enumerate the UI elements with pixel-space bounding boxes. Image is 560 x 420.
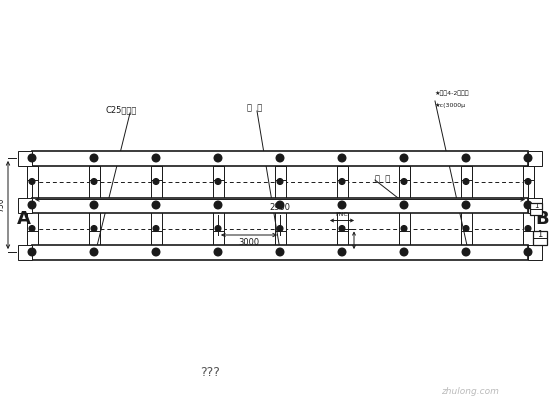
Bar: [528, 150, 542, 165]
Bar: [528, 197, 542, 213]
Circle shape: [462, 201, 470, 209]
Circle shape: [29, 226, 35, 231]
Circle shape: [153, 178, 159, 184]
Bar: [18, 197, 32, 213]
Circle shape: [29, 178, 35, 184]
Bar: [274, 165, 286, 244]
Bar: [32, 150, 528, 165]
Bar: [212, 165, 223, 179]
Circle shape: [91, 226, 97, 231]
Circle shape: [525, 226, 531, 231]
Text: 锁  索: 锁 索: [375, 174, 390, 183]
Bar: [88, 165, 100, 244]
Bar: [212, 165, 223, 244]
Text: B: B: [535, 210, 549, 228]
Bar: [460, 165, 472, 244]
Bar: [399, 165, 409, 179]
Circle shape: [276, 201, 284, 209]
Circle shape: [463, 178, 469, 184]
Circle shape: [214, 248, 222, 256]
Bar: [337, 231, 348, 244]
Circle shape: [276, 248, 284, 256]
Bar: [274, 165, 286, 179]
Circle shape: [276, 154, 284, 162]
Text: 锁  杆: 锁 杆: [247, 103, 262, 113]
Bar: [32, 197, 528, 213]
Text: 1: 1: [538, 230, 543, 239]
Bar: [533, 231, 547, 245]
Circle shape: [524, 201, 532, 209]
Bar: [18, 150, 32, 165]
Bar: [522, 231, 534, 244]
Bar: [26, 165, 38, 179]
Bar: [32, 244, 528, 260]
Bar: [274, 231, 286, 244]
Bar: [399, 231, 409, 244]
Text: ★结果4-2详图上: ★结果4-2详图上: [435, 90, 470, 96]
Bar: [337, 165, 348, 244]
Bar: [530, 202, 542, 215]
Circle shape: [339, 226, 345, 231]
Text: 750: 750: [0, 198, 5, 213]
Circle shape: [463, 226, 469, 231]
Circle shape: [152, 154, 160, 162]
Circle shape: [90, 201, 98, 209]
Circle shape: [462, 248, 470, 256]
Circle shape: [338, 154, 346, 162]
Circle shape: [214, 201, 222, 209]
Bar: [151, 165, 161, 179]
Circle shape: [277, 226, 283, 231]
Bar: [151, 165, 161, 244]
Bar: [522, 165, 534, 179]
Circle shape: [215, 178, 221, 184]
Circle shape: [338, 201, 346, 209]
Circle shape: [152, 248, 160, 256]
Circle shape: [277, 178, 283, 184]
Circle shape: [28, 154, 36, 162]
Bar: [212, 231, 223, 244]
Bar: [460, 165, 472, 179]
Circle shape: [400, 154, 408, 162]
Text: 2900: 2900: [269, 204, 291, 213]
Text: zhulong.com: zhulong.com: [441, 388, 499, 396]
Bar: [88, 165, 100, 179]
Bar: [399, 165, 409, 244]
Text: 3000: 3000: [239, 238, 260, 247]
Circle shape: [400, 248, 408, 256]
Bar: [460, 231, 472, 244]
Circle shape: [524, 154, 532, 162]
Bar: [88, 231, 100, 244]
Circle shape: [462, 154, 470, 162]
Text: C25级格构: C25级格构: [105, 105, 137, 115]
Circle shape: [401, 226, 407, 231]
Circle shape: [339, 178, 345, 184]
Circle shape: [153, 226, 159, 231]
Circle shape: [91, 178, 97, 184]
Bar: [337, 165, 348, 179]
Circle shape: [524, 248, 532, 256]
Bar: [528, 244, 542, 260]
Bar: [26, 231, 38, 244]
Circle shape: [90, 248, 98, 256]
Circle shape: [400, 201, 408, 209]
Bar: [26, 165, 38, 244]
Text: ???: ???: [200, 365, 220, 378]
Circle shape: [215, 226, 221, 231]
Text: A: A: [17, 210, 31, 228]
Circle shape: [28, 248, 36, 256]
Circle shape: [28, 201, 36, 209]
Bar: [18, 244, 32, 260]
Bar: [522, 165, 534, 244]
Text: 1: 1: [534, 202, 538, 208]
Text: ★c(3000μ: ★c(3000μ: [435, 103, 466, 108]
Text: FNC: FNC: [335, 213, 348, 218]
Circle shape: [401, 178, 407, 184]
Circle shape: [90, 154, 98, 162]
Circle shape: [525, 178, 531, 184]
Bar: [151, 231, 161, 244]
Circle shape: [338, 248, 346, 256]
Circle shape: [152, 201, 160, 209]
Circle shape: [214, 154, 222, 162]
